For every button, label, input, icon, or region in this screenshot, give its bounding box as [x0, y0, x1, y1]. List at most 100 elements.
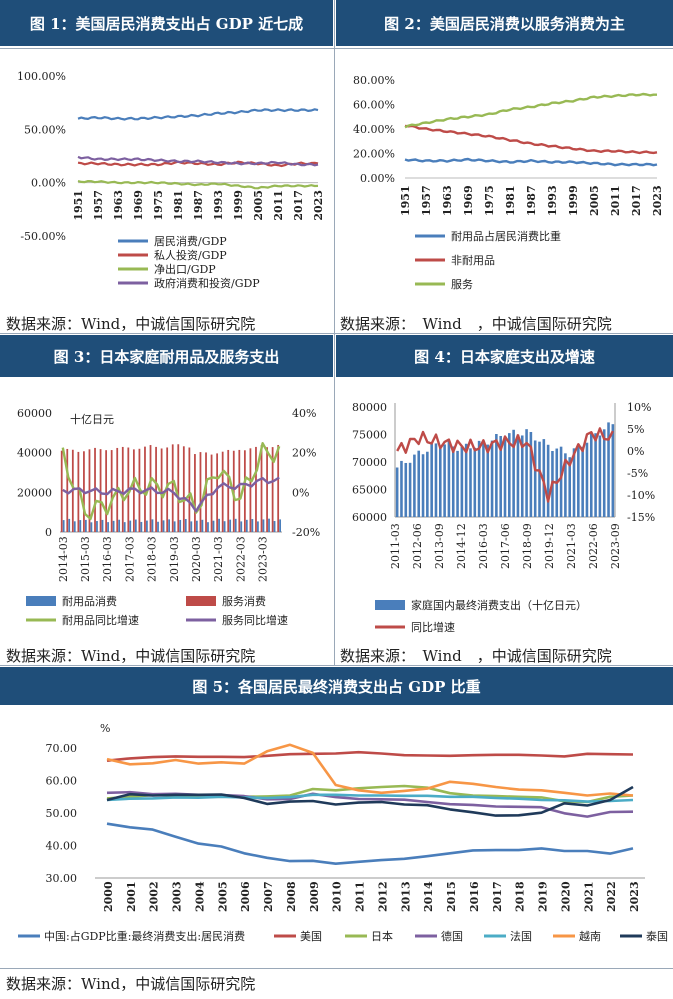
x-tick-label: 1987 [525, 185, 538, 216]
x-tick-label: 2017 [292, 190, 305, 221]
bar-durables [129, 520, 132, 532]
bar-services [249, 448, 252, 532]
x-tick-label: 2018-09 [521, 523, 534, 569]
y-tick-label: 60.00% [353, 99, 395, 112]
bar-household-spending [395, 467, 399, 517]
bar-durables [234, 518, 237, 532]
x-tick-label: 2004 [193, 881, 206, 912]
y-left-tick-label: 20000 [17, 486, 52, 499]
x-tick-label: 1963 [441, 185, 454, 216]
x-tick-label: 2014-03 [57, 536, 70, 582]
y-left-tick-label: 40000 [17, 447, 52, 460]
bar-durables [140, 521, 143, 532]
bar-household-spending [443, 444, 446, 517]
x-tick-label: 2018-03 [146, 536, 159, 582]
y-tick-label: 100.00% [17, 70, 66, 83]
panel1-source: 数据来源：Wind，中诚信国际研究院 [6, 315, 256, 333]
legend-item-label: 服务消费 [222, 594, 266, 608]
x-tick-label: 2023 [628, 881, 641, 912]
x-tick-label: 2019-12 [543, 523, 556, 569]
x-tick-label: 2020 [559, 881, 572, 912]
bar-household-spending [564, 453, 567, 517]
bar-household-spending [456, 450, 459, 517]
series-line [77, 155, 319, 167]
bar-durables [96, 521, 98, 532]
x-tick-label: 1993 [546, 185, 559, 216]
y-tick-label: 30.00 [46, 872, 78, 885]
bar-services [60, 450, 63, 532]
bar-household-spending [469, 448, 472, 517]
panel5-title: 图 5：各国居民最终消费支出占 GDP 比重 [0, 667, 673, 705]
bar-services [194, 454, 196, 532]
x-tick-label: 2007 [262, 881, 275, 912]
bar-services [255, 446, 257, 532]
bar-services [277, 444, 280, 532]
series-line [106, 750, 634, 762]
y-tick-label: 70.00 [46, 742, 78, 755]
bar-durables [184, 518, 187, 532]
x-tick-label: 2021 [582, 881, 595, 912]
bar-household-spending [400, 460, 403, 517]
y-right-tick-label: -5% [627, 467, 648, 480]
y-tick-label: 40.00% [353, 123, 395, 136]
frame-line [0, 665, 673, 666]
bar-durables [201, 519, 204, 532]
series-line [62, 476, 280, 513]
bar-household-spending [460, 446, 464, 517]
y-left-tick-label: 60000 [17, 407, 52, 420]
bar-durables [245, 519, 248, 532]
bar-durables [273, 521, 276, 532]
x-tick-label: 2015 [445, 881, 458, 912]
bar-durables [218, 518, 220, 532]
x-tick-label: 2023-09 [609, 523, 622, 569]
x-tick-label: 2023 [312, 190, 325, 221]
bar-household-spending [542, 439, 546, 517]
bar-durables [68, 518, 71, 532]
bar-household-spending [421, 454, 425, 517]
x-tick-label: 2014 [422, 881, 435, 912]
bar-household-spending [602, 429, 606, 517]
bar-household-spending [408, 462, 412, 517]
y-right-tick-label: 0% [627, 445, 644, 458]
x-tick-label: 2023 [651, 185, 664, 216]
bar-household-spending [568, 457, 571, 517]
x-tick-label: 2022 [605, 881, 618, 912]
legend-item-label: 耐用品同比增速 [62, 613, 139, 627]
legend-item-label: 耐用品占居民消费比重 [451, 229, 561, 243]
bar-durables [123, 522, 126, 532]
panel4-title: 图 4：日本家庭支出及增速 [336, 335, 673, 377]
bar-durables [268, 518, 270, 532]
y-left-tick-label: 60000 [352, 511, 387, 524]
bar-services [260, 445, 263, 532]
panel3-source: 数据来源：Wind，中诚信国际研究院 [6, 647, 256, 665]
x-tick-label: 2006 [239, 881, 252, 912]
x-tick-label: 1963 [112, 190, 125, 221]
bar-household-spending [503, 438, 507, 517]
frame-line [0, 48, 673, 49]
legend-label: 德国 [441, 929, 463, 943]
x-tick-label: 1969 [462, 185, 475, 216]
y-tick-label: 80.00% [353, 74, 395, 87]
bar-household-spending [473, 447, 477, 517]
bar-durables [173, 521, 176, 532]
x-tick-label: 2017-06 [499, 523, 512, 569]
series-line [106, 793, 634, 803]
y-left-tick-label: 80000 [352, 401, 387, 414]
bar-services [99, 449, 102, 532]
legend-label: 越南 [579, 929, 601, 943]
unit-label: 十亿日元 [70, 412, 114, 426]
bar-household-spending [585, 442, 589, 517]
bar-durables [168, 519, 171, 532]
legend-item-swatch [375, 600, 405, 610]
bar-durables [112, 520, 115, 532]
y-right-tick-label: 5% [627, 423, 644, 436]
x-tick-label: 2002 [148, 881, 161, 912]
legend-item-label: 居民消费/GDP [154, 234, 227, 248]
bar-services [216, 453, 219, 532]
x-tick-label: 1981 [504, 185, 517, 216]
bar-household-spending [559, 446, 563, 517]
bar-durables [73, 521, 76, 532]
x-tick-label: 2015-03 [79, 536, 92, 582]
bar-services [243, 450, 246, 532]
x-tick-label: 2022-06 [587, 523, 600, 569]
